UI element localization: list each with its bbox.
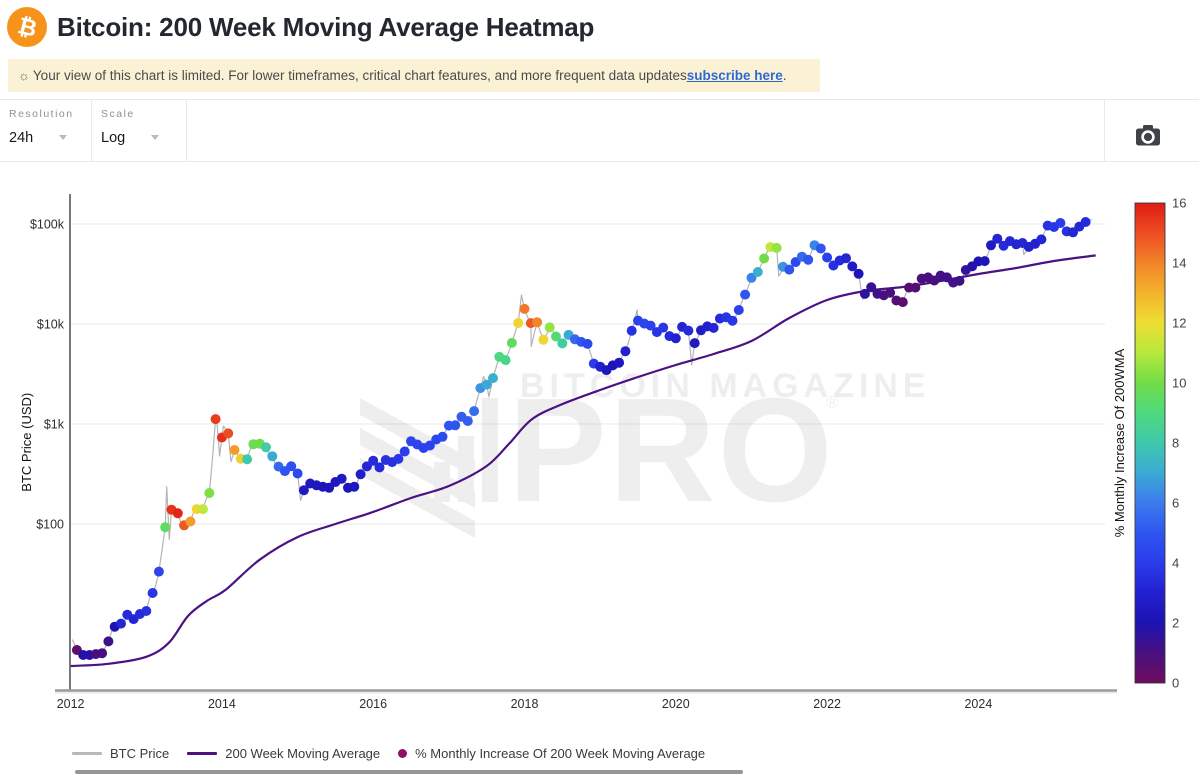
scale-label: Scale (101, 108, 135, 120)
limited-view-icon: ☼ (18, 68, 30, 83)
svg-text:BITCOIN MAGAZINE: BITCOIN MAGAZINE (520, 367, 931, 405)
resolution-value[interactable]: 24h (9, 130, 73, 146)
svg-text:$1k: $1k (44, 418, 65, 432)
legend-label: BTC Price (110, 746, 170, 761)
bitcoin-logo-icon: ₿ (7, 7, 47, 47)
bitcoin-glyph: ₿ (14, 11, 40, 42)
scale-value[interactable]: Log (101, 130, 165, 146)
svg-text:2012: 2012 (57, 697, 85, 711)
chart-axes (55, 194, 1117, 694)
subscribe-link[interactable]: subscribe here (686, 68, 783, 83)
chart-axis-labels: $100k $10k $1k $100 2012 2014 2016 2018 2020 2022… (19, 218, 992, 712)
chart-gridlines (70, 223, 1105, 525)
svg-text:4: 4 (1172, 556, 1179, 571)
svg-text:$10k: $10k (37, 318, 65, 332)
svg-text:2022: 2022 (813, 697, 841, 711)
legend-item-btc-price[interactable]: BTC Price (72, 746, 169, 761)
chart-toolbar: Resolution 24h Scale Log (0, 99, 1199, 162)
camera-icon (1136, 125, 1160, 146)
svg-text:14: 14 (1172, 256, 1186, 271)
svg-text:$100k: $100k (30, 218, 65, 232)
modebar (1104, 100, 1199, 161)
svg-text:0: 0 (1172, 676, 1179, 691)
svg-text:8: 8 (1172, 436, 1179, 451)
chart-legend: BTC Price 200 Week Moving Average % Mont… (72, 746, 705, 761)
chart-colorbar: 0 2 4 6 8 10 12 14 16 % Monthly Increase Of 200WM… (1112, 196, 1186, 691)
chevron-down-icon (151, 135, 159, 140)
svg-text:6: 6 (1172, 496, 1179, 511)
chevron-down-icon (59, 135, 67, 140)
svg-text:BTC Price (USD): BTC Price (USD) (19, 393, 34, 492)
chart-series[interactable] (70, 217, 1096, 668)
svg-text:2020: 2020 (662, 697, 690, 711)
legend-line-swatch (72, 752, 102, 755)
legend-item-200wma[interactable]: 200 Week Moving Average (187, 746, 380, 761)
legend-label: % Monthly Increase Of 200 Week Moving Av… (415, 746, 706, 761)
limited-view-notice: ☼ Your view of this chart is limited. Fo… (8, 59, 820, 92)
camera-snapshot-button[interactable] (1135, 125, 1161, 147)
page-title: Bitcoin: 200 Week Moving Average Heatmap (57, 11, 595, 42)
svg-text:12: 12 (1172, 316, 1186, 331)
svg-text:2016: 2016 (359, 697, 387, 711)
legend-dot-swatch (398, 749, 408, 758)
svg-text:PRO: PRO (508, 368, 835, 533)
svg-text:2014: 2014 (208, 697, 236, 711)
resolution-dropdown[interactable]: Resolution 24h (0, 100, 92, 161)
svg-text:2024: 2024 (964, 697, 992, 711)
svg-text:®: ® (826, 393, 839, 412)
footer-divider (75, 770, 743, 774)
svg-text:2018: 2018 (511, 697, 539, 711)
svg-text:16: 16 (1172, 196, 1186, 211)
legend-label: 200 Week Moving Average (225, 746, 381, 761)
scale-dropdown[interactable]: Scale Log (92, 100, 187, 161)
legend-line-swatch (187, 752, 218, 755)
legend-item-monthly-increase[interactable]: % Monthly Increase Of 200 Week Moving Av… (398, 746, 705, 761)
resolution-label: Resolution (9, 108, 74, 120)
notice-text-end: . (782, 68, 787, 83)
notice-text: Your view of this chart is limited. For … (32, 68, 687, 83)
svg-text:$100: $100 (36, 518, 64, 532)
page-header: ₿ Bitcoin: 200 Week Moving Average Heatm… (7, 7, 594, 47)
svg-text:2: 2 (1172, 616, 1179, 631)
svg-text:10: 10 (1172, 376, 1186, 391)
svg-text:% Monthly Increase Of 200WMA: % Monthly Increase Of 200WMA (1112, 348, 1127, 537)
